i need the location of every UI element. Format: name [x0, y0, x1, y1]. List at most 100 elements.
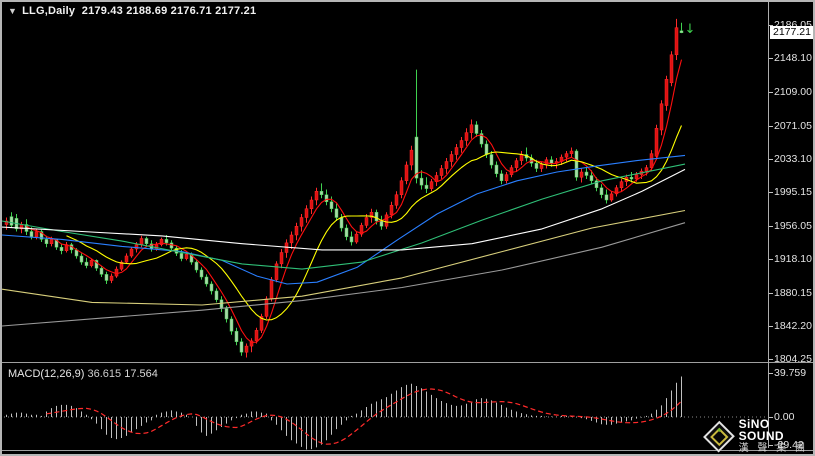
candle-body	[359, 225, 364, 235]
axis-tick	[769, 125, 773, 127]
ma-mid-yellow-line	[66, 125, 683, 321]
candle-body	[314, 191, 319, 201]
candle-body	[674, 27, 679, 56]
axis-tick	[769, 226, 773, 228]
brand-logo-icon	[703, 420, 735, 453]
candle-body	[114, 268, 119, 277]
candle-body	[44, 239, 49, 244]
price-axis-label: 1880.15	[774, 286, 812, 299]
candle-body	[574, 150, 579, 178]
axis-tick	[769, 259, 773, 261]
candle-body	[234, 330, 239, 342]
candle-body	[649, 153, 654, 168]
candle-body	[49, 239, 54, 244]
candle-body	[29, 231, 34, 237]
candle-body	[369, 212, 374, 218]
ma-green-line	[2, 163, 686, 270]
candle-body	[399, 180, 404, 196]
bottom-divider	[2, 450, 813, 451]
price-down-arrow-icon: ↓	[685, 22, 696, 37]
candle-body	[659, 103, 664, 131]
candle-body	[429, 181, 434, 189]
price-axis-label: 2071.05	[774, 119, 812, 132]
price-pane: ↓	[2, 18, 696, 358]
ma-fast-red-line	[26, 59, 683, 343]
signal-value: 17.564	[124, 368, 158, 380]
candle-body	[374, 212, 379, 222]
candle-body	[139, 238, 144, 245]
candle-body	[414, 136, 419, 179]
macd-axis-label: -29.42	[774, 439, 804, 451]
candle-body	[99, 267, 104, 275]
candle-body	[119, 261, 124, 270]
candle-body	[539, 163, 544, 169]
macd-value: 36.615	[87, 368, 122, 380]
axis-tick	[769, 359, 773, 360]
candle-body	[59, 246, 64, 251]
candle-body	[84, 261, 89, 266]
candle-body	[619, 181, 624, 189]
price-axis-label: 1804.25	[774, 353, 812, 365]
candle-body	[304, 208, 309, 218]
candle-body	[179, 253, 184, 259]
candle-body	[204, 276, 209, 285]
candle-body	[679, 30, 684, 33]
indicator-name: MACD(12,26,9)	[8, 368, 85, 380]
chevron-down-icon[interactable]: ▼	[8, 6, 18, 16]
candle-body	[259, 316, 264, 331]
ma-gray-line	[2, 222, 686, 327]
candle-body	[339, 217, 344, 229]
candle-body	[484, 143, 489, 155]
candle-body	[229, 318, 234, 332]
brand-watermark: SiNO SOUND 漢 聲 集 團	[702, 418, 813, 454]
chart-title: ▼ LLG,Daily 2179.43 2188.69 2176.71 2177.…	[8, 5, 256, 17]
ma-khaki-line	[2, 209, 686, 306]
macd-axis-label: 0.00	[774, 411, 795, 423]
candle-body	[514, 160, 519, 168]
candle-body	[584, 171, 589, 176]
candle-body	[489, 154, 494, 166]
candle-body	[379, 220, 384, 227]
candle-body	[419, 177, 424, 186]
candle-body	[564, 153, 569, 158]
candle-body	[439, 168, 444, 176]
brand-name-cn: 漢 聲 集 團	[738, 443, 808, 454]
candle-body	[214, 290, 219, 300]
candle-body	[164, 239, 169, 244]
candle-body	[589, 175, 594, 182]
candle-body	[94, 260, 99, 269]
candle-body	[444, 161, 449, 169]
candle-body	[644, 167, 649, 172]
candle-body	[394, 194, 399, 206]
candle-body	[184, 253, 189, 259]
axis-tick	[769, 92, 773, 94]
low-value: 2176.71	[170, 5, 212, 17]
candle-body	[459, 140, 464, 148]
indicator-label: MACD(12,26,9) 36.615 17.564	[8, 368, 158, 380]
candle-body	[144, 238, 149, 244]
close-value: 2177.21	[215, 5, 257, 17]
price-axis-label: 2148.10	[774, 52, 812, 65]
candle-body	[199, 269, 204, 278]
candle-body	[654, 128, 659, 157]
candle-body	[264, 298, 269, 317]
price-axis-label: 1995.15	[774, 186, 812, 198]
candle-body	[594, 180, 599, 189]
macd-pane	[4, 376, 768, 450]
candle-body	[129, 248, 134, 257]
candle-body	[329, 201, 334, 210]
candle-body	[279, 252, 284, 265]
candle-body	[604, 194, 609, 201]
candle-body	[89, 260, 94, 266]
candle-body	[664, 79, 669, 106]
candle-body	[479, 133, 484, 145]
candle-body	[404, 164, 409, 182]
symbol-period-label: LLG,Daily	[22, 5, 76, 17]
candle-body	[494, 164, 499, 175]
candle-body	[334, 208, 339, 218]
price-axis-label: 1918.10	[774, 253, 812, 266]
open-value: 2179.43	[81, 5, 123, 17]
pane-divider[interactable]	[2, 362, 813, 363]
candle-body	[109, 275, 114, 281]
